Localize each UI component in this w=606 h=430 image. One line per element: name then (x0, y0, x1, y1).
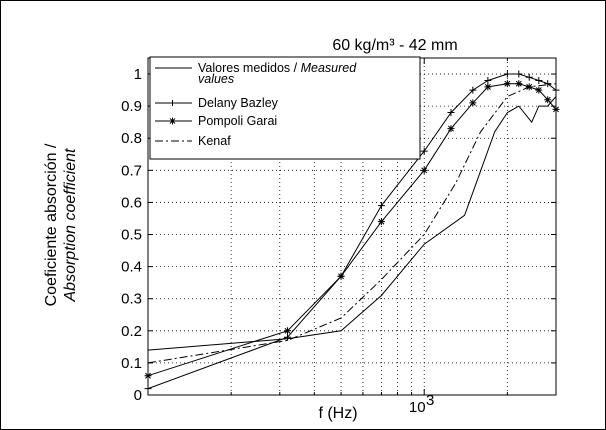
x-tick-exponent: 3 (426, 392, 434, 409)
y-tick-label: 1 (134, 66, 142, 83)
legend-label-measured: Valores medidos / Measured (198, 61, 357, 75)
data-point-pompoli_garai (377, 218, 385, 226)
data-point-delany_bazley (377, 202, 385, 210)
data-point-delany_bazley (552, 86, 560, 94)
y-tick-label: 0.8 (121, 130, 142, 147)
y-tick-label: 0.6 (121, 194, 142, 211)
data-point-pompoli_garai (535, 86, 543, 94)
y-tick-label: 0.2 (121, 323, 142, 340)
data-point-pompoli_garai (420, 166, 428, 174)
data-point-delany_bazley (284, 333, 292, 341)
data-point-delany_bazley (544, 80, 552, 88)
series-line-kenaf (147, 83, 557, 364)
data-point-delany_bazley (503, 70, 511, 78)
y-tick-label: 0.1 (121, 355, 142, 372)
data-point-delany_bazley (144, 385, 152, 393)
data-point-delany_bazley (525, 73, 533, 81)
legend-label-delany-bazley: Delany Bazley (198, 96, 279, 110)
series-line-pompoli_garai (147, 83, 557, 377)
y-tick-label: 0 (134, 387, 142, 404)
legend-label-pompoli-garai: Pompoli Garai (198, 114, 277, 128)
data-point-delany_bazley (515, 70, 523, 78)
data-point-pompoli_garai (484, 83, 492, 91)
y-axis-title-line2: Absorption coefficient (62, 148, 79, 303)
data-point-pompoli_garai (144, 372, 152, 380)
series-line-measured (147, 96, 557, 351)
data-point-delany_bazley (420, 147, 428, 155)
y-tick-label: 0.4 (121, 259, 142, 276)
data-point-pompoli_garai (552, 105, 560, 113)
data-point-pompoli_garai (337, 272, 345, 280)
x-axis-title: f (Hz) (318, 405, 357, 422)
y-tick-label: 0.7 (121, 162, 142, 179)
y-tick-label: 0.3 (121, 291, 142, 308)
y-tick-label: 0.9 (121, 98, 142, 115)
series-group (144, 70, 560, 393)
y-axis-title-line1: Coeficiente absorción / (43, 143, 60, 306)
data-point-delany_bazley (447, 109, 455, 117)
legend-box (149, 56, 421, 160)
data-point-pompoli_garai (515, 80, 523, 88)
data-point-pompoli_garai (469, 99, 477, 107)
data-point-pompoli_garai (447, 125, 455, 133)
legend: Valores medidos / Measured values Delany… (149, 56, 421, 160)
chart-title: 60 kg/m³ - 42 mm (332, 37, 457, 54)
data-point-delany_bazley (469, 86, 477, 94)
data-point-delany_bazley (535, 76, 543, 84)
legend-label-measured-line2: values (198, 72, 234, 86)
y-tick-label: 0.5 (121, 227, 142, 244)
y-axis-ticks: 0 0.1 0.2 0.3 0.4 0.5 0.6 0.7 0.8 0.9 1 (121, 66, 556, 404)
data-point-pompoli_garai (544, 96, 552, 104)
legend-label-kenaf: Kenaf (198, 134, 231, 148)
data-point-pompoli_garai (503, 80, 511, 88)
data-point-pompoli_garai (284, 327, 292, 335)
legend-marker-delany-bazley (169, 100, 176, 106)
legend-marker-pompoli-garai (169, 117, 176, 125)
data-point-delany_bazley (484, 76, 492, 84)
x-tick-label: 10 (409, 399, 426, 416)
